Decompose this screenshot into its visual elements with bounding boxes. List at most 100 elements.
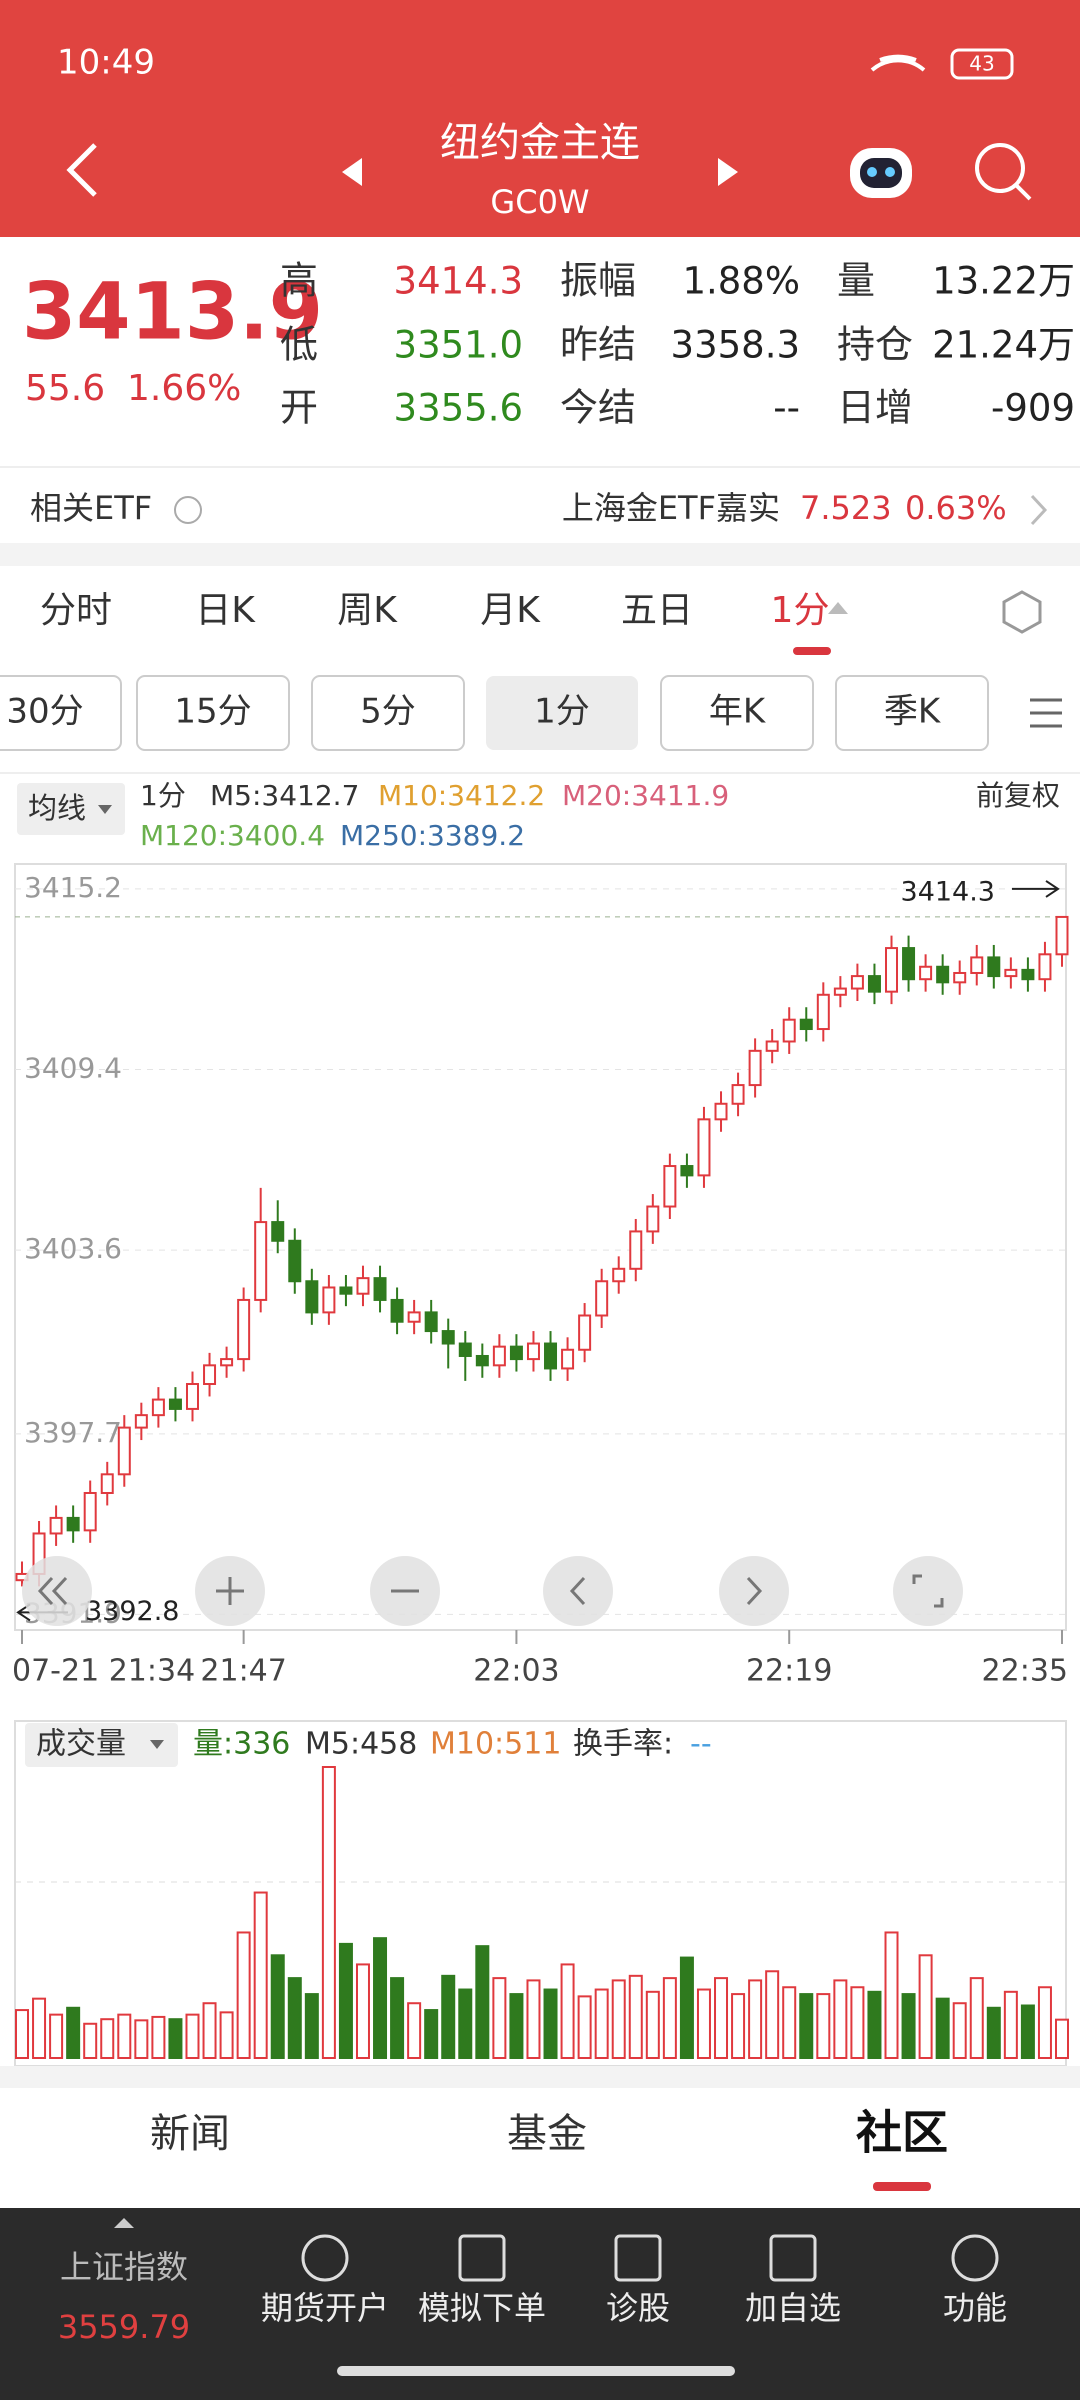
volume-bar [986,2006,1001,2059]
nav-item[interactable]: 功能 [943,2234,1007,2327]
candle-body [936,965,950,984]
volume-bar [1037,1986,1052,2060]
volume-bar [526,1979,541,2060]
robot-icon[interactable] [850,148,912,198]
nav-label[interactable]: 加自选 [745,2289,841,2327]
candle-body [714,1102,728,1121]
volume-bar [679,1956,694,2059]
period-pill[interactable] [311,675,465,751]
x-tick-label: 07-21 21:34 [12,1654,195,1689]
status-time: 10:49 [57,43,155,83]
move-left[interactable] [543,1556,613,1626]
divider [0,466,1080,468]
nav-item[interactable]: 加自选 [745,2234,841,2327]
chart-frame [14,863,1067,1631]
volume-bar [424,2009,439,2059]
period-pill[interactable] [136,675,290,751]
volume-bar [321,1766,336,2059]
adjust[interactable]: 前复权 [976,779,1060,812]
expand[interactable] [114,2218,134,2228]
nav-icon [458,2234,506,2282]
bottom-tab[interactable]: 基金 [507,2111,587,2157]
candle-body [237,1298,251,1361]
candle-body [1038,953,1052,981]
period-label[interactable]: 5分 [360,692,416,732]
nav-label[interactable]: 模拟下单 [418,2289,546,2327]
period-label[interactable]: 1分 [534,692,590,732]
next-button[interactable] [718,158,738,186]
etf-pct: 0.63% [905,489,1007,527]
bottom-tab[interactable]: 新闻 [150,2111,230,2157]
candle-body [492,1345,506,1367]
bottom-tab-active[interactable]: 社区 [856,2106,948,2160]
field-label: 昨结 [560,323,636,367]
field-label: 量 [837,259,875,303]
candle-body [646,1205,660,1233]
period-label[interactable]: 季K [884,692,942,732]
nav-icon [769,2234,817,2282]
candle-body [151,1398,165,1417]
period-pill[interactable] [486,676,638,750]
tab[interactable]: 分时 [40,590,112,631]
menu[interactable] [1030,698,1062,728]
nav-icon [951,2234,999,2282]
nav-item[interactable]: 期货开户 [261,2234,389,2327]
tab[interactable]: 五日 [621,590,693,631]
settings[interactable] [1002,590,1042,634]
volume-bar [236,1931,251,2059]
tab[interactable]: 周K [337,590,398,631]
scroll-left[interactable] [22,1556,92,1626]
volume-bar [49,2013,64,2059]
period-pill[interactable] [835,675,989,751]
period-pill[interactable] [0,675,122,751]
battery [950,48,1014,80]
candle-body [441,1330,455,1345]
period-label[interactable]: 15分 [174,692,251,732]
search-button[interactable] [975,143,1032,201]
tab[interactable]: 1分 [771,590,830,631]
gap [0,543,1080,566]
tab[interactable]: 日K [195,590,256,631]
volume-selector[interactable] [25,1723,178,1767]
candle-body [799,1018,813,1031]
candle-body [561,1348,575,1370]
period-label[interactable]: 30分 [6,692,83,732]
nav-label[interactable]: 诊股 [606,2289,670,2327]
candle-body [782,1018,796,1043]
period-label[interactable]: 年K [709,692,767,732]
candle-body [629,1230,643,1270]
move-right[interactable] [719,1556,789,1626]
x-tick-label: 22:03 [473,1654,559,1689]
fullscreen[interactable] [893,1556,963,1626]
ma250: M250:3389.2 [340,819,525,852]
chevron [1030,494,1048,526]
nav-item[interactable]: 模拟下单 [418,2234,546,2327]
candle-body [612,1267,626,1283]
ma-selector-label[interactable]: 均线 [28,791,86,825]
nav-item[interactable]: 诊股 [606,2234,670,2327]
period-pill[interactable] [660,675,814,751]
candle-body [885,947,899,993]
prev-button[interactable] [342,158,362,186]
candle-body [220,1358,234,1367]
etf-name[interactable]: 上海金ETF嘉实 [562,489,780,527]
x-tick-label: 21:47 [200,1654,286,1689]
back-button[interactable] [66,143,97,197]
help-icon[interactable] [174,496,202,524]
vol-m10: M10:511 [430,1727,561,1762]
candle-body [1004,968,1018,978]
field-value: 3351.0 [394,324,523,367]
volume-selector-label[interactable]: 成交量 [36,1727,126,1762]
index-name[interactable]: 上证指数 [60,2248,188,2286]
nav-label[interactable]: 功能 [943,2289,1007,2327]
nav-label[interactable]: 期货开户 [261,2289,389,2327]
ma-selector[interactable] [17,783,125,835]
volume-bar [509,1993,524,2059]
volume-bar [304,1993,319,2059]
high-arrow [1012,880,1060,898]
candle-body [254,1221,268,1301]
candle-body [902,947,916,981]
y-tick-label: 3415.2 [24,871,122,904]
tab[interactable]: 月K [480,590,541,631]
